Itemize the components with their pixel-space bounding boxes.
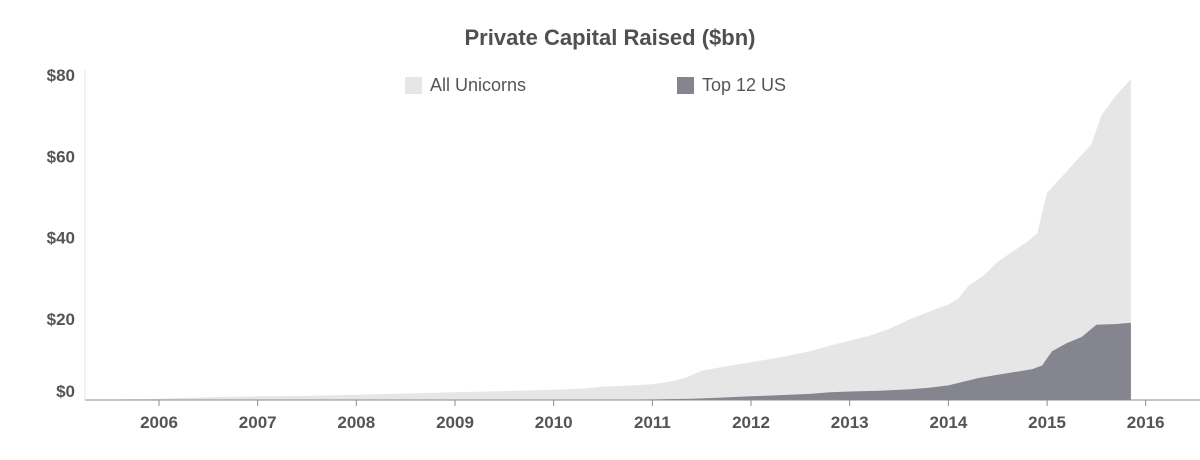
- area-layer: [85, 79, 1131, 400]
- y-tick-label: $0: [56, 382, 75, 401]
- y-tick-labels: $0 $20 $40 $60 $80: [47, 66, 75, 401]
- y-tick-label: $20: [47, 310, 75, 329]
- legend-label: Top 12 US: [702, 74, 787, 95]
- area-top-12-us: [85, 322, 1131, 400]
- x-tick-label: 2014: [929, 413, 967, 432]
- y-tick-label: $60: [47, 147, 75, 166]
- x-tick-label: 2008: [337, 413, 375, 432]
- x-tick-label: 2016: [1127, 413, 1165, 432]
- chart-title: Private Capital Raised ($bn): [464, 25, 756, 50]
- x-tick-labels: 2006 2007 2008 2009 2010 2011 2012 2013 2014 2015…: [140, 413, 1165, 432]
- area-all-unicorns: [85, 79, 1131, 400]
- x-tick-label: 2011: [634, 413, 671, 432]
- legend-label: All Unicorns: [430, 74, 527, 95]
- legend-item-top-12-us: Top 12 US: [677, 73, 786, 97]
- y-tick-label: $40: [47, 229, 75, 248]
- axes-layer: [84, 70, 1200, 406]
- x-tick-label: 2007: [239, 413, 277, 432]
- legend-swatch: [677, 76, 694, 94]
- legend-item-all-unicorns: All Unicorns: [405, 73, 526, 97]
- x-tick-label: 2006: [140, 413, 178, 432]
- x-tick-label: 2012: [732, 413, 770, 432]
- y-tick-label: $80: [47, 66, 75, 85]
- x-tick-label: 2009: [436, 413, 474, 432]
- x-tick-label: 2013: [831, 413, 869, 432]
- x-tick-label: 2010: [535, 413, 573, 432]
- x-tick-label: 2015: [1028, 413, 1066, 432]
- legend-swatch: [405, 76, 422, 94]
